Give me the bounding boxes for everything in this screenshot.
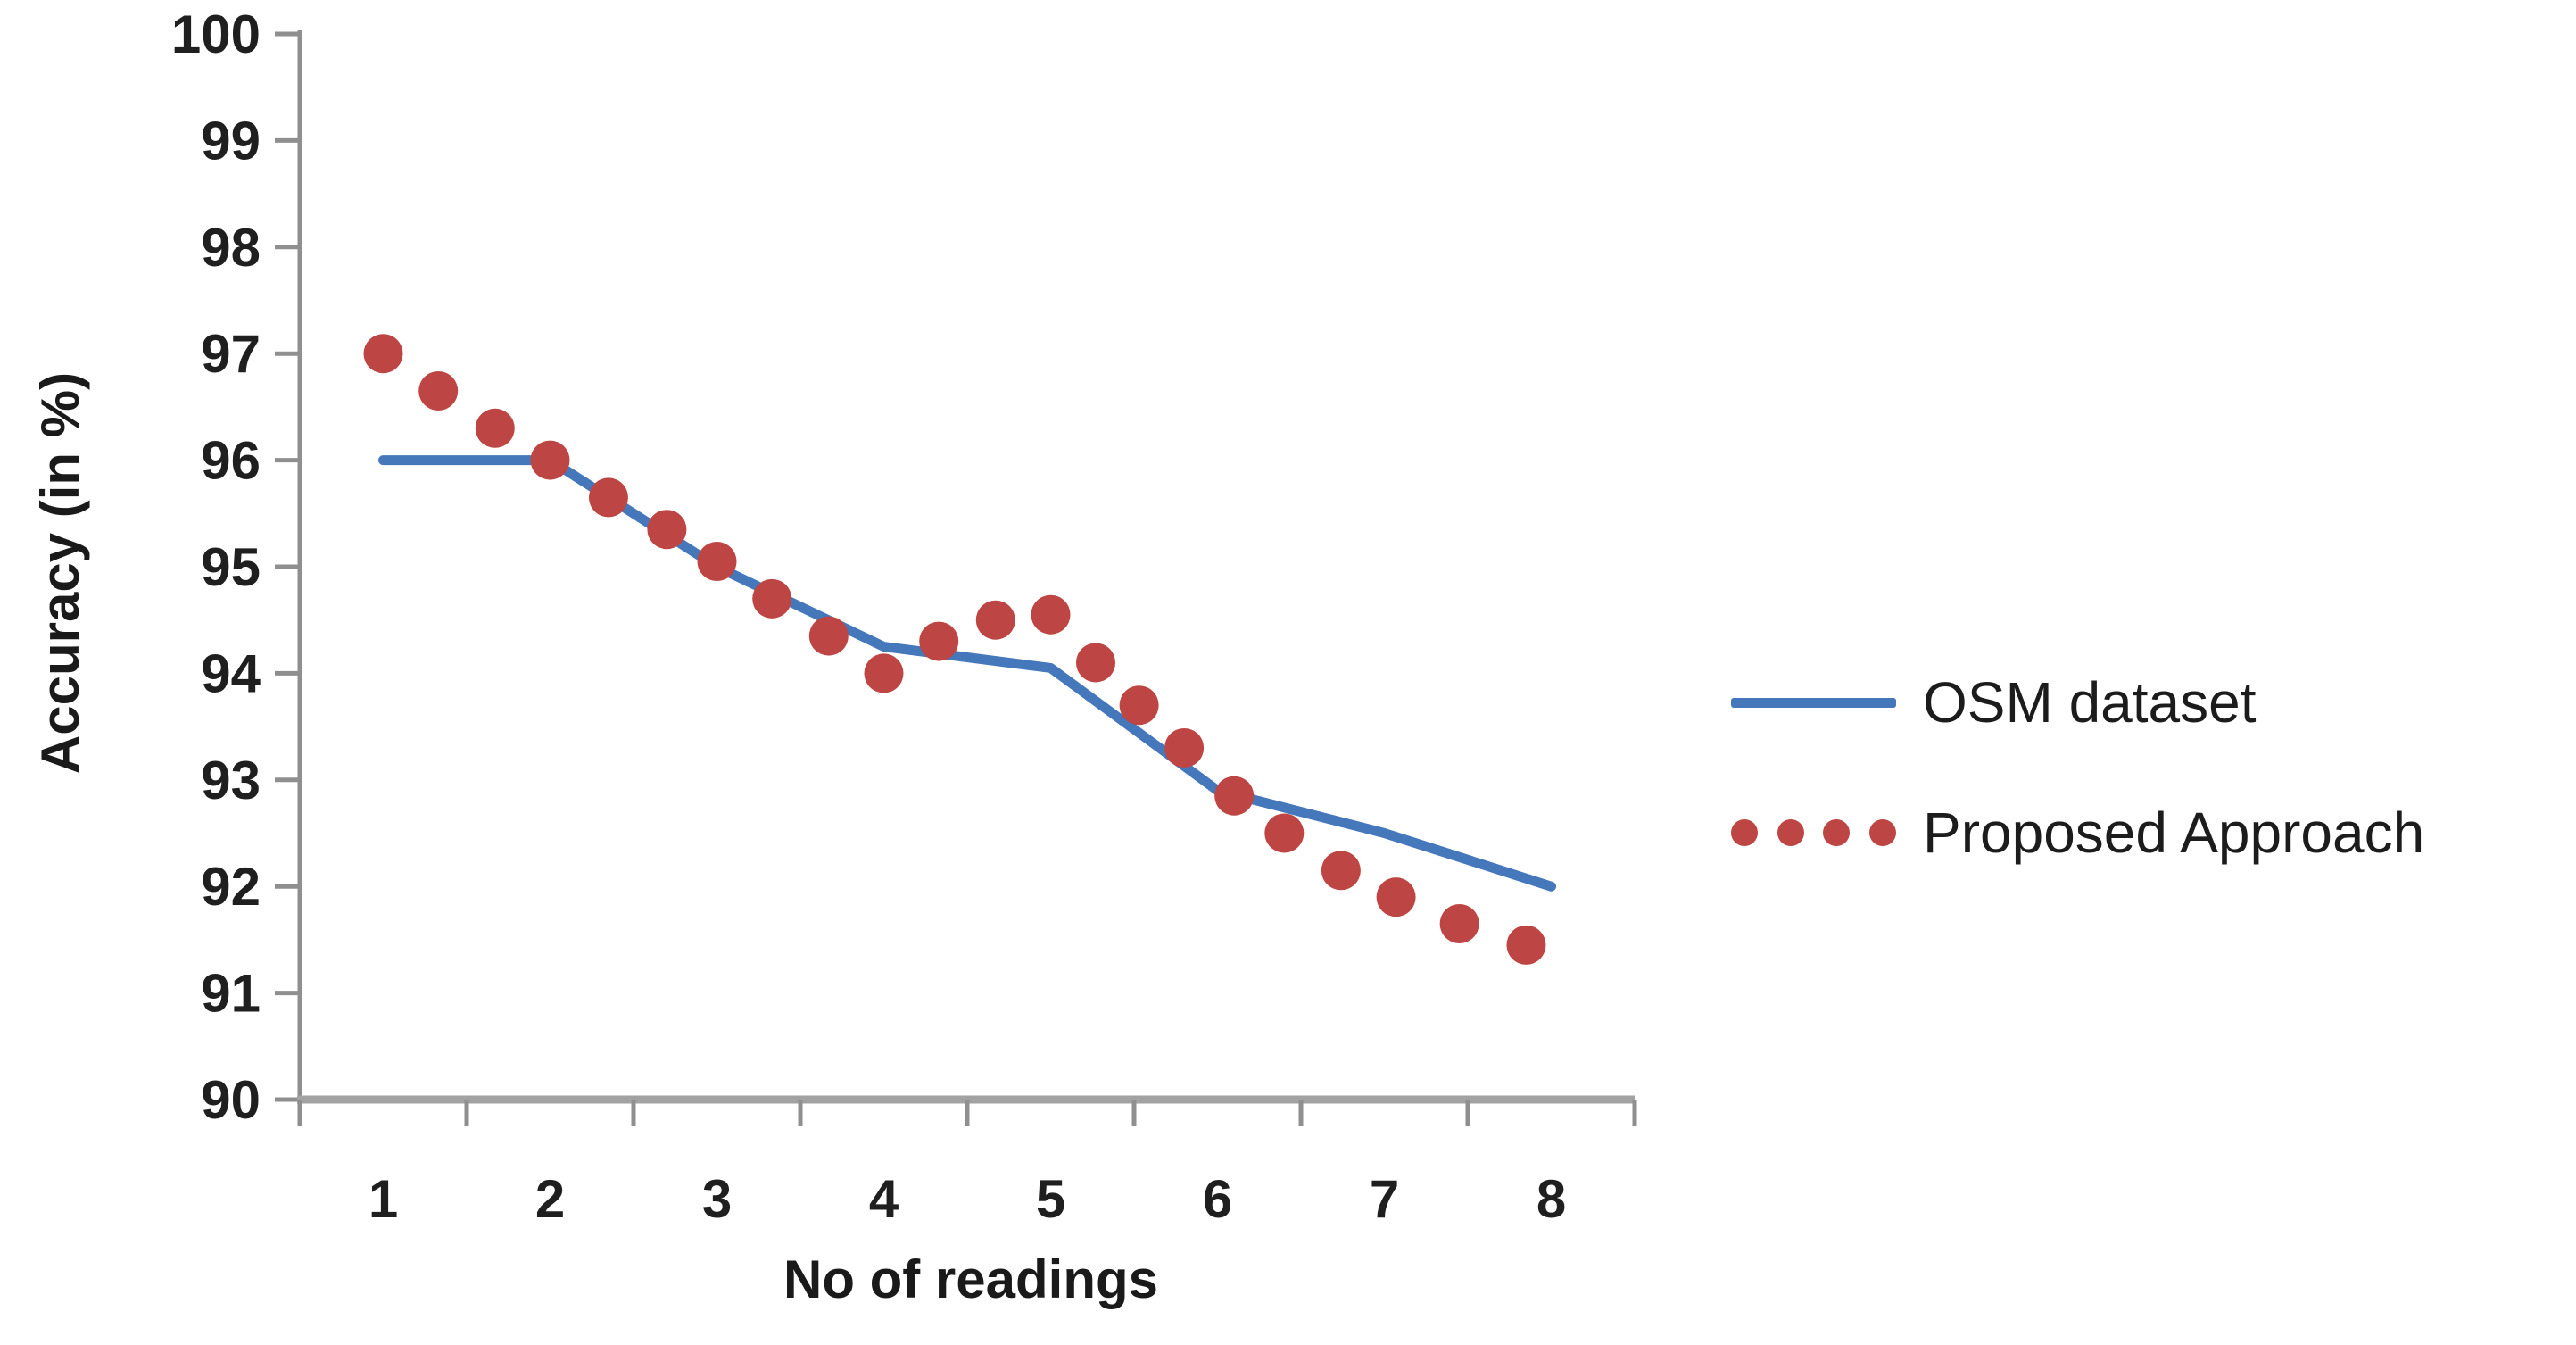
y-tick-label-94: 94	[201, 643, 261, 703]
y-tick-label-99: 99	[201, 111, 261, 170]
proposed-approach-dot	[1439, 903, 1479, 943]
osm-dataset-line	[378, 455, 1556, 892]
proposed-approach-dot	[1321, 851, 1361, 891]
osm-line-swatch-icon	[1731, 697, 1896, 708]
legend-label-osm-dataset: OSM dataset	[1923, 670, 2257, 735]
legend-dot-icon	[1731, 819, 1758, 846]
proposed-approach-dot	[1031, 594, 1071, 635]
proposed-approach-dot	[418, 370, 459, 411]
proposed-approach-dot	[1075, 643, 1115, 683]
proposed-approach-dot	[1264, 813, 1305, 853]
proposed-approach-dot	[864, 653, 904, 693]
proposed-approach-dot	[1119, 685, 1159, 726]
legend-entry-osm-dataset: OSM dataset	[1731, 665, 2424, 740]
y-tick-label-93: 93	[201, 751, 261, 810]
proposed-approach-dot	[475, 408, 515, 448]
legend-dot-icon	[1823, 819, 1851, 846]
x-tick-label-7: 7	[1370, 1169, 1399, 1229]
y-axis-title: Accuracy (in %)	[30, 371, 90, 775]
proposed-approach-dot	[1506, 925, 1546, 965]
proposed-approach-dot	[752, 578, 792, 619]
proposed-approach-dot	[697, 542, 737, 582]
proposed-approach-dot	[530, 440, 570, 480]
chart-legend: OSM dataset Proposed Approach	[1731, 665, 2424, 870]
y-tick-label-98: 98	[201, 218, 261, 278]
y-tick-label-97: 97	[201, 324, 261, 384]
proposed-approach-dots-swatch-icon	[1731, 819, 1896, 846]
y-tick-label-92: 92	[201, 857, 261, 917]
y-tick-label-95: 95	[201, 537, 261, 597]
x-tick-label-3: 3	[702, 1169, 732, 1229]
legend-dot-icon	[1868, 819, 1896, 846]
proposed-approach-dot	[808, 616, 849, 656]
y-tick-label-96: 96	[201, 431, 261, 491]
x-tick-label-1: 1	[369, 1169, 398, 1229]
x-tick-label-8: 8	[1536, 1169, 1566, 1229]
legend-label-proposed-approach: Proposed Approach	[1923, 801, 2425, 865]
proposed-approach-dot	[1164, 727, 1205, 768]
proposed-approach-dot	[1214, 776, 1255, 816]
proposed-approach-dot	[647, 510, 687, 550]
proposed-approach-dot	[1376, 877, 1416, 917]
proposed-approach-dot	[588, 477, 628, 518]
x-tick-label-5: 5	[1036, 1169, 1065, 1229]
proposed-approach-dot	[919, 621, 959, 661]
proposed-approach-dot	[363, 334, 403, 374]
legend-dot-icon	[1777, 819, 1804, 846]
x-tick-label-2: 2	[535, 1169, 565, 1229]
proposed-approach-dot	[975, 600, 1015, 640]
legend-entry-proposed-approach: Proposed Approach	[1731, 795, 2424, 870]
x-axis-title: No of readings	[783, 1250, 1159, 1309]
x-tick-label-4: 4	[869, 1169, 899, 1229]
y-tick-label-91: 91	[201, 964, 261, 1024]
y-tick-label-100: 100	[171, 4, 261, 64]
x-tick-label-6: 6	[1203, 1169, 1232, 1229]
y-tick-label-90: 90	[201, 1070, 261, 1130]
